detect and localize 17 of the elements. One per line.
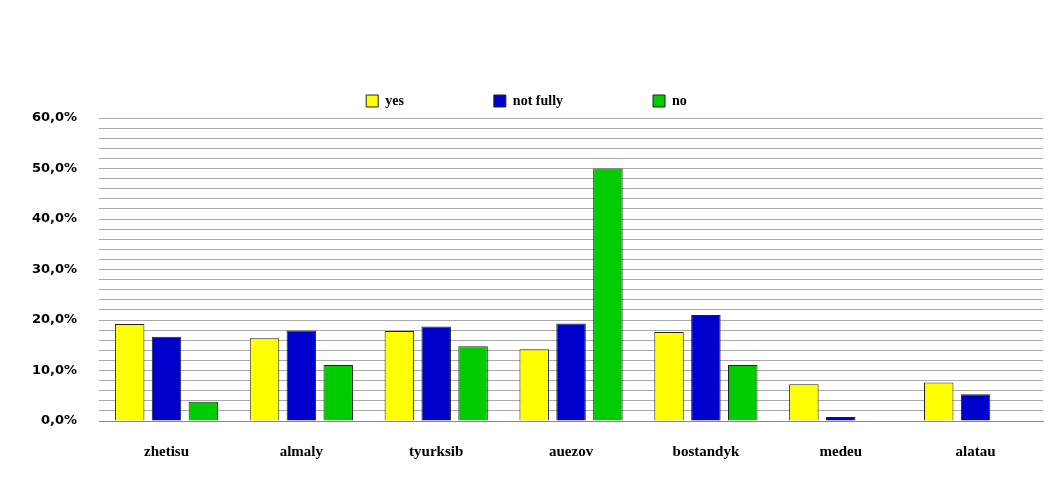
x-tick-label: auezov bbox=[548, 442, 594, 459]
legend-label: not fully bbox=[512, 92, 564, 108]
x-tick-label: zhetisu bbox=[144, 442, 190, 459]
y-tick-label: 40,0% bbox=[31, 210, 78, 226]
y-tick-label: 10,0% bbox=[31, 361, 78, 377]
x-tick-label: tyurksib bbox=[409, 442, 464, 459]
x-tick-label: almaly bbox=[279, 442, 324, 459]
y-tick-label: 20,0% bbox=[31, 311, 78, 327]
x-tick-label: bostandyk bbox=[672, 442, 740, 459]
x-tick-label: alatau bbox=[955, 442, 996, 459]
y-tick-label: 0,0% bbox=[41, 412, 78, 428]
legend-label: no bbox=[672, 92, 687, 108]
y-tick-label: 30,0% bbox=[31, 260, 78, 276]
legend-label: yes bbox=[385, 92, 405, 108]
y-tick-label: 60,0% bbox=[31, 109, 78, 125]
x-tick-label: medeu bbox=[819, 442, 862, 459]
y-tick-label: 50,0% bbox=[31, 159, 78, 175]
